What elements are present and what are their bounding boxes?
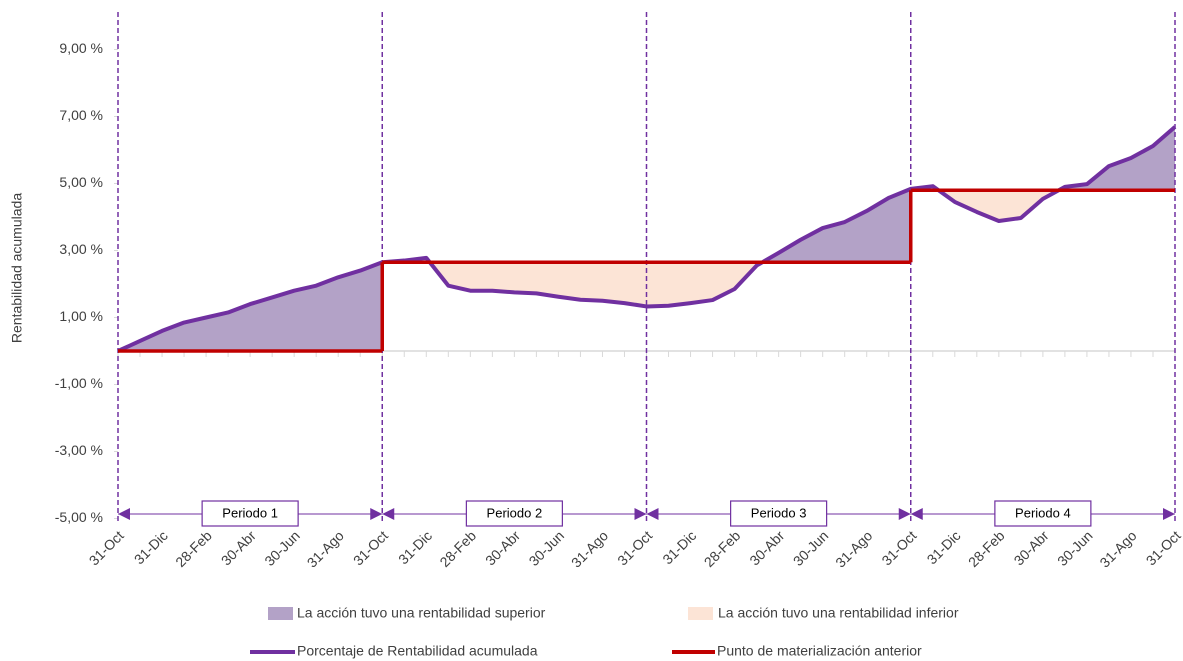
y-tick-label: -3,00 % [55,442,103,458]
x-tick-label: 31-Ago [568,527,611,570]
period-label: Periodo 2 [487,505,543,520]
legend-label: La acción tuvo una rentabilidad superior [297,605,546,621]
area-above [910,126,1175,191]
arrow-head [898,508,911,520]
x-tick-label: 30-Jun [1054,527,1096,569]
arrow-head [1163,508,1175,520]
y-tick-label: 5,00 % [59,174,103,190]
legend-label: Punto de materialización anterior [717,643,922,659]
area-above [646,188,911,263]
legend-label: La acción tuvo una rentabilidad inferior [718,605,959,621]
y-axis-title: Rentabilidad acumulada [9,193,25,343]
area-above [118,262,383,351]
x-tick-label: 31-Oct [350,527,391,568]
x-tick-label: 31-Oct [1143,527,1183,568]
x-tick-label: 28-Feb [965,527,1008,570]
legend-swatch [688,607,713,620]
y-tick-label: 1,00 % [59,308,103,324]
x-tick-label: 31-Ago [304,527,347,570]
x-tick-label: 31-Oct [614,527,655,568]
x-tick-label: 31-Ago [832,527,875,570]
x-tick-label: 30-Abr [746,527,787,568]
arrow-head [634,508,647,520]
period-label: Periodo 3 [751,505,807,520]
y-tick-label: 9,00 % [59,40,103,56]
x-tick-label: 30-Abr [482,527,523,568]
legend-swatch [268,607,293,620]
x-tick-label: 30-Jun [261,527,303,569]
arrow-head [370,508,383,520]
line-series [117,125,1177,353]
area-below [910,190,1175,222]
y-tick-label: 3,00 % [59,241,103,257]
arrow-head [910,508,923,520]
y-tick-label: -1,00 % [55,375,103,391]
period-box [730,500,828,527]
period-box [201,500,299,527]
x-tick-label: 28-Feb [436,527,479,570]
area-below [382,262,647,307]
x-tick-label: 30-Abr [218,527,259,568]
period-box [465,500,563,527]
x-tick-label: 30-Abr [1011,527,1052,568]
x-tick-label: 31-Oct [86,527,127,568]
legend-label: Porcentaje de Rentabilidad acumulada [297,643,538,659]
x-tick-label: 30-Jun [790,527,832,569]
arrow-head [118,508,130,520]
area-below [646,262,911,307]
x-tick-label: 28-Feb [172,527,215,570]
period-box [994,500,1092,527]
x-tick-label: 31-Dic [659,527,699,567]
period-label: Periodo 1 [222,505,278,520]
arrow-head [646,508,659,520]
x-tick-label: 31-Dic [131,527,171,567]
arrow-head [382,508,395,520]
x-tick-label: 31-Oct [878,527,919,568]
x-tick-label: 28-Feb [701,527,744,570]
x-tick-label: 30-Jun [526,527,568,569]
x-tick-label: 31-Ago [1096,527,1139,570]
y-tick-label: -5,00 % [55,509,103,525]
y-tick-label: 7,00 % [59,107,103,123]
x-tick-label: 31-Dic [395,527,435,567]
x-tick-label: 31-Dic [924,527,964,567]
period-label: Periodo 4 [1015,505,1071,520]
